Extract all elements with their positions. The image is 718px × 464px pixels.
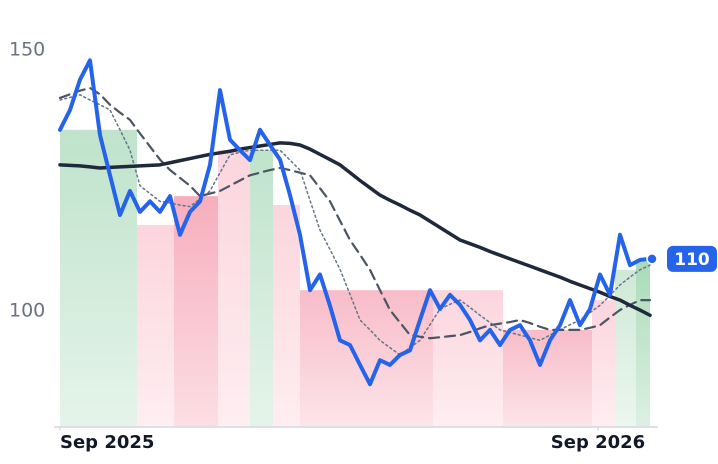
- last-value-pill: [667, 245, 717, 272]
- series-line: [58, 58, 652, 387]
- series-line: [58, 141, 652, 318]
- band-fade: [592, 300, 615, 426]
- band-fade: [300, 290, 433, 426]
- y-tick-label: 100: [9, 300, 45, 322]
- band-fade: [615, 269, 636, 426]
- lines: 110: [58, 58, 717, 387]
- band-fade: [433, 290, 503, 426]
- bands: [60, 129, 650, 427]
- y-tick-label: 150: [9, 38, 45, 60]
- x-tick-label: Sep 2025: [60, 432, 154, 453]
- series-line: [58, 86, 652, 340]
- band-fade: [636, 259, 650, 426]
- last-point: [646, 253, 658, 265]
- band-fade: [137, 224, 174, 426]
- band-fade: [273, 205, 300, 426]
- x-tick-label: Sep 2026: [551, 432, 645, 453]
- band-fade: [250, 150, 273, 427]
- band-fade: [218, 150, 250, 427]
- last-value-label: 110: [674, 250, 710, 270]
- axes: 100 150 Sep 2025 Sep 2026: [9, 38, 658, 453]
- band-fade: [60, 129, 137, 426]
